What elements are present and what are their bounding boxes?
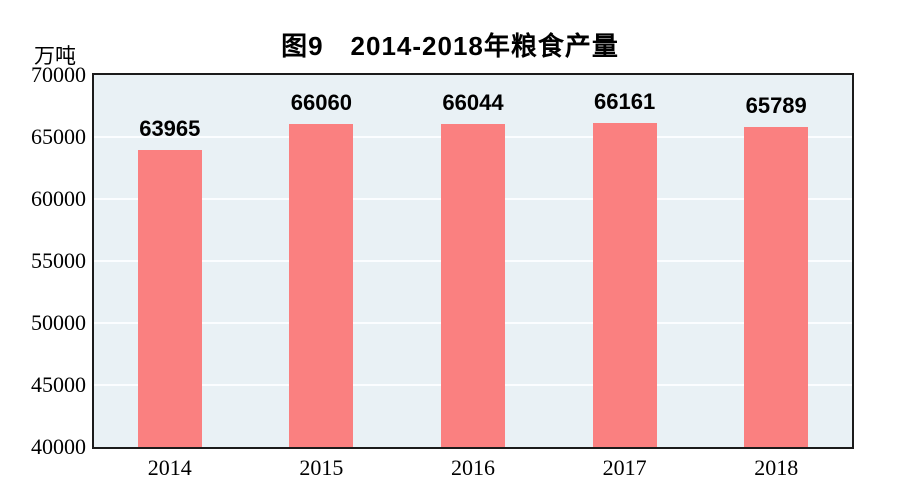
y-tick-label: 40000 [31, 434, 86, 459]
bar-2014 [137, 149, 202, 447]
chart-title: 图9 2014-2018年粮食产量 [281, 31, 619, 61]
bar-value-label: 66161 [594, 88, 656, 114]
plot-area [92, 73, 854, 449]
bar-value-label: 65789 [745, 93, 807, 119]
x-tick-label: 2018 [754, 455, 799, 480]
x-tick-label: 2016 [451, 455, 495, 480]
x-tick-label: 2017 [602, 455, 647, 480]
y-tick-label: 65000 [31, 124, 86, 149]
y-axis-unit-label: 万吨 [34, 45, 76, 68]
bar-2018 [744, 127, 809, 447]
x-tick-label: 2015 [299, 455, 344, 480]
x-tick-label: 2014 [147, 455, 192, 480]
y-tick-label: 50000 [31, 310, 86, 335]
bar-value-label: 66060 [290, 89, 352, 115]
bar-2015 [289, 123, 354, 447]
y-tick-label: 70000 [31, 62, 86, 87]
bar-2017 [592, 122, 657, 447]
y-tick-label: 45000 [31, 372, 86, 397]
bar-value-label: 63965 [139, 115, 201, 141]
y-tick-label: 55000 [31, 248, 86, 273]
bar-value-label: 66044 [442, 90, 504, 116]
y-tick-label: 60000 [31, 186, 86, 211]
bar-2016 [441, 124, 505, 447]
